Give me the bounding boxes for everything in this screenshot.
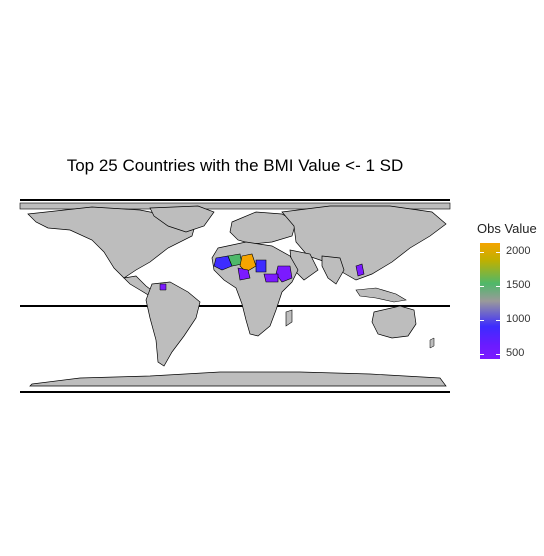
southeast-asia-islands xyxy=(355,287,407,303)
highlight-sudan xyxy=(263,273,279,283)
arctic-landmass xyxy=(19,202,451,210)
legend-label-1500: 1500 xyxy=(506,279,531,291)
legend-tick xyxy=(496,286,500,287)
legend-label-500: 500 xyxy=(506,347,525,359)
highlight-central-africa xyxy=(237,267,251,281)
legend-tick xyxy=(496,354,500,355)
highlight-chad xyxy=(255,259,267,273)
legend-tick xyxy=(480,354,484,355)
legend-tick xyxy=(480,252,484,253)
legend-tick xyxy=(480,320,484,321)
europe xyxy=(229,211,297,245)
map-title: Top 25 Countries with the BMI Value <- 1… xyxy=(66,156,404,175)
highlight-east-africa xyxy=(275,265,293,283)
highlight-south-america-small xyxy=(159,283,167,291)
antarctica xyxy=(29,371,447,387)
madagascar xyxy=(285,309,293,327)
australia xyxy=(371,305,417,339)
new-zealand xyxy=(429,337,435,349)
legend-tick xyxy=(496,252,500,253)
highlight-sahel xyxy=(239,253,257,273)
greenland xyxy=(149,205,215,233)
africa xyxy=(211,241,299,337)
highlight-west-africa xyxy=(213,255,233,271)
legend-title: Obs Value xyxy=(477,221,537,236)
legend-color-bar xyxy=(480,243,500,359)
asia xyxy=(281,205,447,281)
legend-tick xyxy=(496,320,500,321)
legend-label-2000: 2000 xyxy=(506,245,531,257)
south-america xyxy=(145,281,201,367)
highlight-southeast-asia xyxy=(355,263,365,277)
legend-tick xyxy=(480,286,484,287)
india xyxy=(321,255,345,285)
legend-label-1000: 1000 xyxy=(506,313,531,325)
